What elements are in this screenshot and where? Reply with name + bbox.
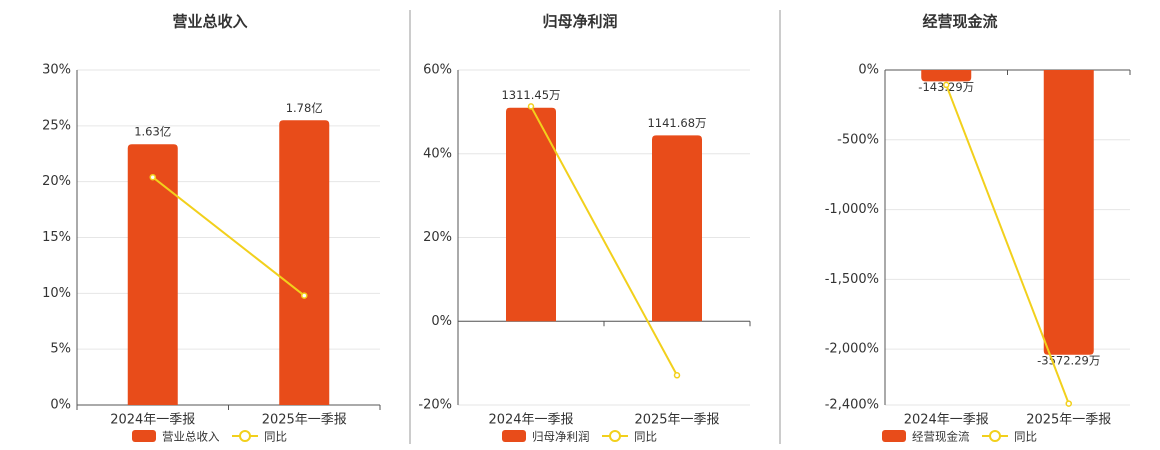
- bar: [127, 144, 178, 405]
- x-tick-label: 2025年一季报: [1026, 413, 1111, 428]
- legend-swatch: [882, 430, 906, 442]
- line: [152, 176, 305, 297]
- value-label: 1311.45万: [501, 88, 560, 102]
- legend-swatch: [502, 430, 526, 442]
- line-point: [149, 173, 156, 181]
- y-tick-label: -500%: [837, 132, 879, 147]
- y-tick-label: 0%: [858, 63, 879, 78]
- chart-title: 经营现金流: [922, 13, 997, 31]
- value-label: -3572.29万: [1037, 353, 1100, 367]
- y-tick-label: -2,400%: [825, 398, 879, 413]
- bar: [1043, 70, 1094, 355]
- y-tick-label: 20%: [42, 174, 71, 189]
- y-tick-label: 10%: [42, 286, 71, 301]
- x-tick-label: 2025年一季报: [634, 413, 719, 428]
- y-tick-label: 20%: [423, 230, 452, 245]
- value-label: 1.63亿: [134, 125, 171, 139]
- legend-label: 经营现金流: [912, 430, 970, 444]
- x-tick-label: 2024年一季报: [904, 413, 989, 428]
- x-tick-label: 2024年一季报: [110, 413, 195, 428]
- bar: [279, 120, 330, 405]
- y-tick-label: 60%: [423, 63, 452, 78]
- x-tick-label: 2024年一季报: [488, 413, 573, 428]
- line-point: [1065, 400, 1072, 407]
- line: [945, 84, 1070, 404]
- legend-swatch: [989, 430, 1001, 442]
- line: [530, 105, 678, 376]
- x-tick-label: 2025年一季报: [262, 413, 347, 428]
- line-point: [943, 81, 950, 89]
- y-tick-label: -1,500%: [825, 272, 879, 287]
- y-tick-label: -2,000%: [825, 342, 879, 357]
- y-tick-label: 0%: [431, 314, 452, 329]
- legend-label: 归母净利润: [532, 430, 590, 444]
- chart-title: 归母净利润: [542, 13, 617, 31]
- legend-swatch: [609, 430, 621, 442]
- legend-label: 同比: [634, 430, 657, 444]
- y-tick-label: 5%: [50, 342, 71, 357]
- bar: [652, 135, 702, 322]
- legend-label: 同比: [1014, 430, 1037, 444]
- legend-label: 营业总收入: [162, 430, 220, 444]
- legend-swatch: [132, 430, 156, 442]
- y-tick-label: -1,000%: [825, 202, 879, 217]
- value-label: 1.78亿: [286, 101, 323, 115]
- bar: [921, 70, 972, 82]
- line-point: [301, 292, 308, 299]
- legend-swatch: [239, 430, 251, 442]
- bar: [506, 107, 556, 322]
- legend-label: 同比: [264, 430, 287, 444]
- chart-title: 营业总收入: [172, 13, 247, 31]
- y-tick-label: 30%: [42, 63, 71, 78]
- line-point: [527, 103, 535, 110]
- y-tick-label: -20%: [418, 398, 452, 413]
- y-tick-label: 25%: [42, 118, 71, 133]
- value-label: 1141.68万: [647, 116, 706, 130]
- line-point: [673, 372, 681, 379]
- y-tick-label: 40%: [423, 146, 452, 161]
- y-tick-label: 0%: [50, 398, 71, 413]
- y-tick-label: 15%: [42, 230, 71, 245]
